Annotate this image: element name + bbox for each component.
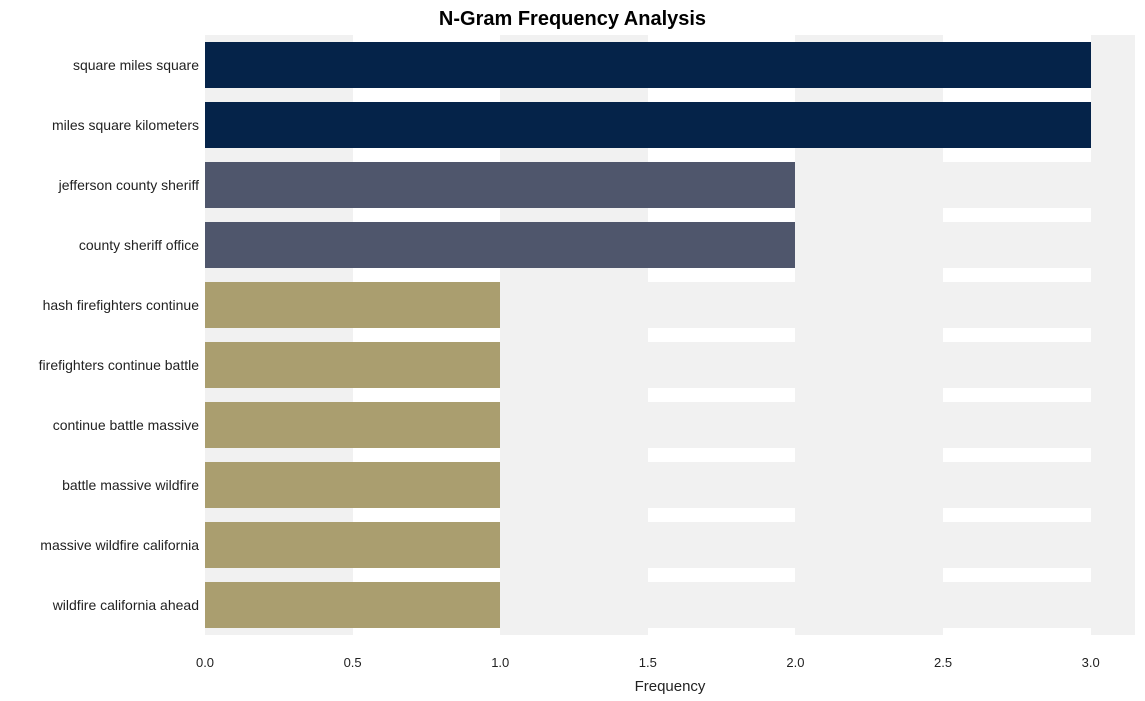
y-tick-label: jefferson county sheriff xyxy=(59,177,199,193)
chart-title: N-Gram Frequency Analysis xyxy=(0,8,1145,31)
y-tick-label: hash firefighters continue xyxy=(43,297,199,313)
x-tick-label: 2.0 xyxy=(786,655,804,670)
y-tick-label: wildfire california ahead xyxy=(53,597,199,613)
bar-row xyxy=(205,162,1135,209)
bar-row xyxy=(205,222,1135,269)
y-tick-label: firefighters continue battle xyxy=(39,357,199,373)
plot-area xyxy=(205,35,1135,635)
x-tick-label: 0.5 xyxy=(344,655,362,670)
bar xyxy=(205,42,1091,89)
y-tick-label: massive wildfire california xyxy=(40,537,199,553)
x-tick-label: 1.0 xyxy=(491,655,509,670)
bar xyxy=(205,102,1091,149)
bar xyxy=(205,462,500,509)
y-tick-label: county sheriff office xyxy=(79,237,199,253)
bar xyxy=(205,222,795,269)
y-tick-label: miles square kilometers xyxy=(52,117,199,133)
x-axis-label: Frequency xyxy=(205,678,1135,695)
bar xyxy=(205,522,500,569)
bar-row xyxy=(205,402,1135,449)
bar-row xyxy=(205,282,1135,329)
y-tick-label: battle massive wildfire xyxy=(62,477,199,493)
bar-row xyxy=(205,102,1135,149)
x-tick-label: 3.0 xyxy=(1082,655,1100,670)
bar xyxy=(205,162,795,209)
ngram-frequency-chart: N-Gram Frequency Analysis Frequency squa… xyxy=(0,0,1145,701)
bar-row xyxy=(205,342,1135,389)
y-tick-label: square miles square xyxy=(73,57,199,73)
bar-row xyxy=(205,582,1135,629)
bar-row xyxy=(205,522,1135,569)
bar-row xyxy=(205,42,1135,89)
bar xyxy=(205,342,500,389)
bar xyxy=(205,402,500,449)
bar-row xyxy=(205,462,1135,509)
x-tick-label: 1.5 xyxy=(639,655,657,670)
x-tick-label: 0.0 xyxy=(196,655,214,670)
y-tick-label: continue battle massive xyxy=(53,417,199,433)
bar xyxy=(205,282,500,329)
x-tick-label: 2.5 xyxy=(934,655,952,670)
bar xyxy=(205,582,500,629)
